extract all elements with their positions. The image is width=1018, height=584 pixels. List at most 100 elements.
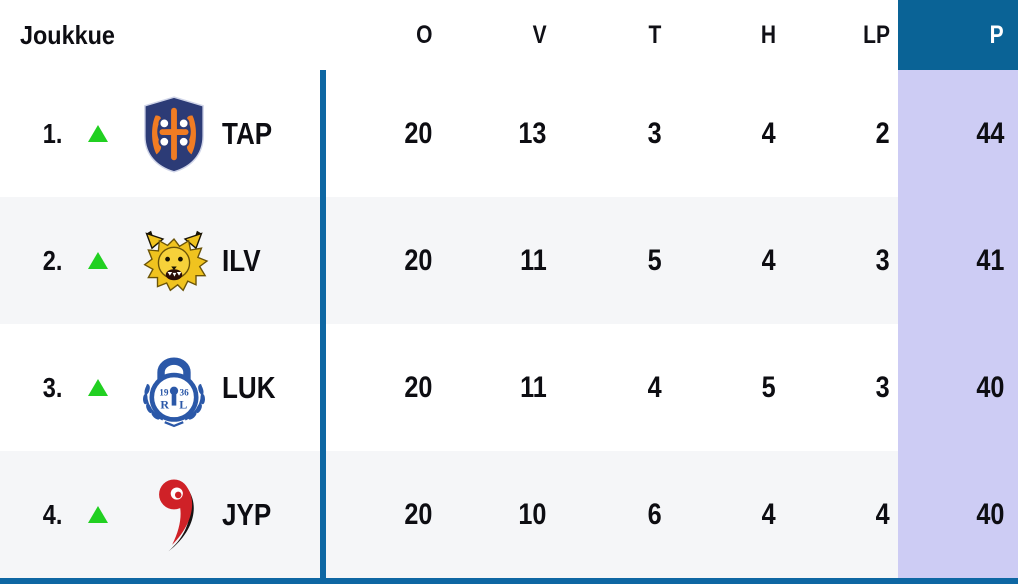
divider-bottom-line	[0, 578, 1018, 584]
cell-games: 20	[326, 451, 440, 578]
lukko-initial-left: R	[160, 397, 169, 411]
header-label: O	[416, 20, 433, 49]
header-cell-lp[interactable]: LP	[784, 0, 898, 70]
team-abbr-value: ILV	[222, 242, 261, 278]
team-cell: 2. ILV	[0, 197, 326, 324]
rank-value: 4.	[42, 498, 62, 530]
cell-wins: 13	[440, 70, 554, 197]
cell-value: 20	[404, 497, 433, 531]
ilves-logo	[136, 206, 212, 316]
team-abbr: LUK	[222, 370, 286, 406]
cell-ties: 5	[555, 197, 669, 324]
cell-wins: 10	[440, 451, 554, 578]
team-column-label: Joukkue	[20, 19, 115, 50]
header-label: T	[648, 20, 662, 49]
trend-up-icon	[88, 125, 108, 142]
table-row[interactable]: 2. ILV 20 11 5	[0, 197, 1018, 324]
header-label: V	[532, 20, 547, 49]
rank-label: 2.	[18, 245, 62, 277]
cell-losses: 4	[669, 451, 783, 578]
table-header-row: Joukkue O V T H LP P	[0, 0, 1018, 70]
header-cell-o[interactable]: O	[326, 0, 440, 70]
cell-value: 6	[647, 497, 662, 531]
jyp-logo	[136, 460, 212, 570]
cell-value: 40	[975, 497, 1004, 531]
cell-points: 40	[898, 324, 1018, 451]
cell-value: 13	[518, 116, 547, 150]
header-label: P	[989, 20, 1004, 49]
cell-value: 44	[975, 116, 1004, 150]
cell-value: 11	[520, 243, 547, 277]
cell-extra-points: 2	[784, 70, 898, 197]
tappara-logo	[136, 79, 212, 189]
rank-label: 3.	[18, 372, 62, 404]
header-cell-h[interactable]: H	[669, 0, 783, 70]
lukko-year-right: 36	[180, 388, 190, 398]
cell-games: 20	[326, 197, 440, 324]
cell-ties: 3	[555, 70, 669, 197]
lukko-logo: 19 36 R L	[136, 333, 212, 443]
table-row[interactable]: 1. TAP 20 13 3 4 2 44	[0, 70, 1018, 197]
cell-value: 20	[404, 116, 433, 150]
cell-value: 4	[761, 116, 776, 150]
rank-value: 3.	[42, 371, 62, 403]
cell-extra-points: 3	[784, 197, 898, 324]
cell-value: 11	[520, 370, 547, 404]
rank-value: 2.	[42, 244, 62, 276]
team-cell: 4. JYP	[0, 451, 326, 578]
header-cell-team: Joukkue	[0, 0, 326, 70]
cell-value: 5	[761, 370, 776, 404]
header-cell-v[interactable]: V	[440, 0, 554, 70]
rank-value: 1.	[42, 117, 62, 149]
cell-points: 44	[898, 70, 1018, 197]
cell-value: 4	[647, 370, 662, 404]
cell-value: 4	[875, 497, 890, 531]
cell-value: 3	[875, 243, 890, 277]
cell-games: 20	[326, 324, 440, 451]
team-cell: 1. TAP	[0, 70, 326, 197]
cell-value: 3	[875, 370, 890, 404]
cell-value: 20	[404, 370, 433, 404]
cell-value: 5	[647, 243, 662, 277]
cell-losses: 4	[669, 197, 783, 324]
cell-losses: 4	[669, 70, 783, 197]
cell-value: 20	[404, 243, 433, 277]
cell-extra-points: 4	[784, 451, 898, 578]
table-row[interactable]: 4. JYP 20 10 6 4 4 40	[0, 451, 1018, 578]
cell-value: 40	[975, 370, 1004, 404]
team-abbr-value: TAP	[222, 115, 273, 151]
team-cell: 3.	[0, 324, 326, 451]
cell-wins: 11	[440, 324, 554, 451]
cell-value: 41	[975, 243, 1004, 277]
cell-extra-points: 3	[784, 324, 898, 451]
cell-value: 3	[647, 116, 662, 150]
cell-ties: 4	[555, 324, 669, 451]
cell-value: 10	[518, 497, 547, 531]
cell-value: 4	[761, 243, 776, 277]
header-cell-t[interactable]: T	[555, 0, 669, 70]
rank-label: 1.	[18, 118, 62, 150]
team-abbr: TAP	[222, 116, 282, 152]
team-abbr-value: LUK	[222, 369, 276, 405]
header-label: LP	[863, 20, 890, 49]
team-abbr: ILV	[222, 243, 268, 279]
divider-vertical-line	[320, 70, 326, 578]
cell-value: 4	[761, 497, 776, 531]
trend-up-icon	[88, 252, 108, 269]
team-abbr: JYP	[222, 497, 281, 533]
team-abbr-value: JYP	[222, 496, 272, 532]
cell-ties: 6	[555, 451, 669, 578]
header-cell-p[interactable]: P	[898, 0, 1018, 70]
lukko-year-left: 19	[159, 388, 169, 398]
lukko-initial-right: L	[179, 397, 187, 411]
table-row[interactable]: 3.	[0, 324, 1018, 451]
rank-label: 4.	[18, 499, 62, 531]
cell-points: 40	[898, 451, 1018, 578]
header-label: H	[760, 20, 776, 49]
cell-wins: 11	[440, 197, 554, 324]
cell-value: 2	[875, 116, 890, 150]
cell-points: 41	[898, 197, 1018, 324]
cell-losses: 5	[669, 324, 783, 451]
trend-up-icon	[88, 506, 108, 523]
